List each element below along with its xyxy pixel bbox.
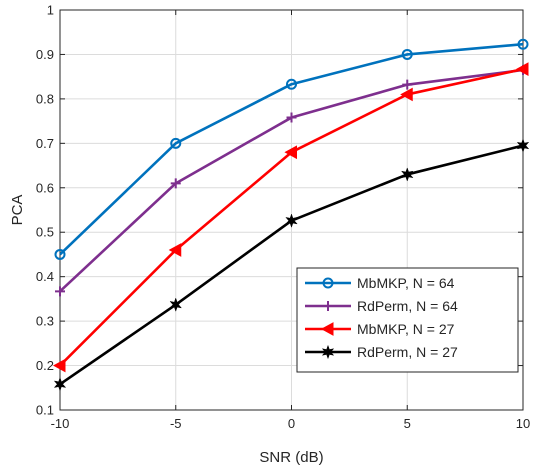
- data-point-hexagram: [53, 376, 67, 392]
- data-point-triangle-left: [52, 358, 66, 373]
- series-group: [52, 38, 530, 392]
- x-tick-label: -5: [170, 416, 182, 431]
- legend-box: [296, 267, 519, 373]
- legend-marker-circle: [322, 277, 334, 289]
- legend-label: RdPerm, N = 64: [357, 298, 458, 314]
- x-tick-label: 10: [516, 416, 530, 431]
- data-point-hexagram: [400, 167, 414, 182]
- data-point-hexagram: [169, 297, 183, 312]
- y-tick-label: 0.1: [36, 403, 54, 418]
- data-point-circle: [517, 38, 529, 50]
- y-tick-label: 0.4: [36, 269, 54, 284]
- y-tick-label: 1: [47, 3, 54, 18]
- x-tick-label: 0: [288, 416, 295, 431]
- x-axis-ticks: -10 -5 0 5 10: [51, 10, 530, 431]
- y-tick-label: 0.7: [36, 136, 54, 151]
- legend-item: RdPerm, N = 64: [305, 298, 458, 314]
- legend: MbMKP, N = 64 RdPerm, N = 64 MbMKP, N = 27…: [296, 267, 519, 373]
- data-point-triangle-left: [168, 243, 182, 257]
- y-tick-label: 0.3: [36, 314, 54, 329]
- data-point-hexagram: [516, 138, 530, 153]
- legend-label: RdPerm, N = 27: [357, 344, 458, 360]
- data-point-circle: [54, 248, 66, 260]
- series-1: [54, 38, 529, 260]
- series-4: [53, 138, 530, 392]
- legend-item: MbMKP, N = 64: [305, 275, 455, 291]
- data-point-plus: [402, 79, 413, 90]
- x-tick-label: -10: [51, 416, 70, 431]
- y-tick-label: 0.9: [36, 47, 54, 62]
- data-point-triangle-left: [400, 87, 413, 102]
- data-point-circle: [286, 78, 297, 90]
- data-point-triangle-left: [284, 145, 297, 160]
- legend-marker-hexagram: [321, 344, 335, 360]
- data-point-circle: [401, 48, 413, 60]
- y-tick-label: 0.6: [36, 180, 54, 195]
- y-axis-label: PCA: [9, 195, 26, 226]
- legend-item: MbMKP, N = 27: [305, 321, 455, 337]
- data-point-circle: [170, 137, 182, 149]
- x-tick-label: 5: [404, 416, 411, 431]
- data-point-plus: [55, 286, 65, 297]
- legend-item: RdPerm, N = 27: [305, 344, 458, 360]
- legend-marker-plus: [323, 301, 333, 311]
- legend-label: MbMKP, N = 64: [357, 275, 455, 291]
- legend-marker-triangle-left: [320, 322, 334, 336]
- data-point-plus: [286, 112, 297, 123]
- x-axis-label: SNR (dB): [259, 449, 323, 466]
- y-tick-label: 0.2: [36, 358, 54, 373]
- data-point-triangle-left: [515, 62, 529, 76]
- y-tick-label: 0.5: [36, 225, 54, 240]
- data-point-hexagram: [285, 213, 298, 228]
- y-axis-ticks: 0.1 0.2 0.3 0.4 0.5 0.6 0.7 0.8 0.9 1: [36, 3, 523, 418]
- y-tick-label: 0.8: [36, 91, 54, 106]
- data-point-plus: [170, 178, 181, 189]
- series-3: [52, 62, 529, 373]
- series-line: [59, 42, 524, 256]
- legend-label: MbMKP, N = 27: [357, 321, 455, 337]
